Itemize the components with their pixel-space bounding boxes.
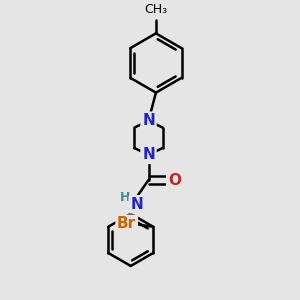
- Text: N: N: [142, 147, 155, 162]
- Text: CH₃: CH₃: [144, 3, 167, 16]
- Text: N: N: [130, 197, 143, 212]
- Text: O: O: [168, 172, 181, 188]
- Text: Br: Br: [117, 216, 136, 231]
- Text: H: H: [120, 191, 130, 204]
- Text: N: N: [142, 113, 155, 128]
